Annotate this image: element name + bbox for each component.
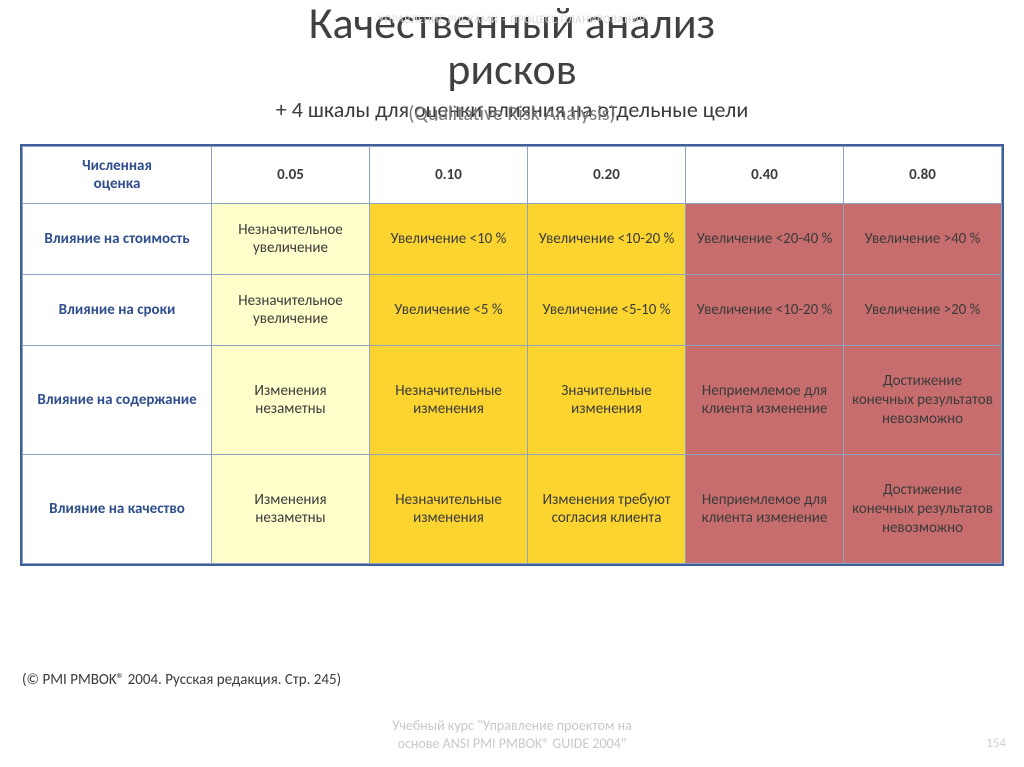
table-cell: Увеличение <5-10 % — [528, 275, 686, 346]
table-cell: Изменения незаметны — [212, 346, 370, 455]
table-cell: Увеличение <5 % — [370, 275, 528, 346]
course-footer: Учебный курс "Управление проектом на осн… — [0, 717, 1024, 753]
corner-line-2: оценка — [94, 175, 141, 193]
col-header: 0.10 — [370, 147, 528, 204]
table-cell: Изменения незаметны — [212, 455, 370, 564]
col-header: 0.40 — [686, 147, 844, 204]
col-header: 0.20 — [528, 147, 686, 204]
row-header: Влияние на качество — [23, 455, 212, 564]
subtitle-en: (Qualitative Risk Analysis) — [0, 102, 1024, 126]
table-body: Влияние на стоимостьНезначительное увели… — [23, 204, 1002, 564]
table-cell: Незначительные изменения — [370, 346, 528, 455]
table-cell: Увеличение >20 % — [844, 275, 1002, 346]
row-header: Влияние на стоимость — [23, 204, 212, 275]
header-faint-text: УПРАВЛЕНИЕ РИСКАМИ – ПРОЦЕСС ПЛАНИРОВАНИ… — [0, 13, 1024, 26]
table-header-row: Численная оценка 0.05 0.10 0.20 0.40 0.8… — [23, 147, 1002, 204]
course-line-2: основе ANSI PMI PMBOK® GUIDE 2004" — [398, 735, 627, 752]
table-row: Влияние на стоимостьНезначительное увели… — [23, 204, 1002, 275]
table-cell: Незначительные изменения — [370, 455, 528, 564]
course-line-1: Учебный курс "Управление проектом на — [392, 717, 632, 734]
table-cell: Значительные изменения — [528, 346, 686, 455]
table-cell: Незначительное увеличение — [212, 275, 370, 346]
title-line-2: рисков — [447, 42, 577, 96]
col-header: 0.05 — [212, 147, 370, 204]
impact-table: Численная оценка 0.05 0.10 0.20 0.40 0.8… — [22, 146, 1002, 564]
table-cell: Достижение конечных результатов невозмож… — [844, 455, 1002, 564]
row-header: Влияние на содержание — [23, 346, 212, 455]
subtitle-wrap: + 4 шкалы для оценки влияния на отдельны… — [0, 96, 1024, 130]
col-header: 0.80 — [844, 147, 1002, 204]
table-cell: Увеличение <10-20 % — [528, 204, 686, 275]
table-corner: Численная оценка — [23, 147, 212, 204]
table-row: Влияние на срокиНезначительное увеличени… — [23, 275, 1002, 346]
table-row: Влияние на содержаниеИзменения незаметны… — [23, 346, 1002, 455]
footnote: (© PMI PMBOK® 2004. Русская редакция. Ст… — [22, 671, 341, 689]
table-cell: Незначительное увеличение — [212, 204, 370, 275]
table-cell: Неприемлемое для клиента изменение — [686, 455, 844, 564]
corner-line-1: Численная — [82, 157, 152, 175]
table-cell: Увеличение <10-20 % — [686, 275, 844, 346]
impact-table-wrap: Численная оценка 0.05 0.10 0.20 0.40 0.8… — [20, 144, 1004, 566]
table-cell: Изменения требуют согласия клиента — [528, 455, 686, 564]
table-row: Влияние на качествоИзменения незаметныНе… — [23, 455, 1002, 564]
page-number: 154 — [986, 736, 1006, 751]
table-cell: Достижение конечных результатов невозмож… — [844, 346, 1002, 455]
row-header: Влияние на сроки — [23, 275, 212, 346]
table-cell: Увеличение >40 % — [844, 204, 1002, 275]
table-cell: Неприемлемое для клиента изменение — [686, 346, 844, 455]
table-cell: Увеличение <20-40 % — [686, 204, 844, 275]
table-cell: Увеличение <10 % — [370, 204, 528, 275]
